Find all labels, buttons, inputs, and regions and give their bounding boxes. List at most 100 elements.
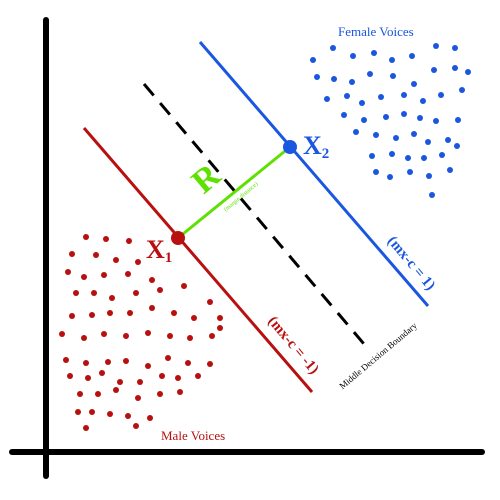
female-voice-point: [341, 112, 347, 118]
male-voice-point: [81, 274, 87, 280]
plus-boundary-line: [198, 41, 430, 307]
female-voice-point: [420, 98, 426, 104]
male-voice-point: [73, 290, 79, 296]
male-voice-point: [123, 358, 129, 364]
male-voice-point: [75, 409, 81, 415]
male-voice-point: [69, 313, 75, 319]
male-voice-point: [125, 413, 131, 419]
x1-support-vector: [171, 231, 185, 245]
female-voice-point: [378, 94, 384, 100]
female-voice-point: [425, 139, 431, 145]
female-voice-point: [330, 45, 336, 51]
male-points: [59, 234, 223, 431]
female-voice-point: [433, 43, 439, 49]
male-voice-point: [177, 389, 183, 395]
male-voice-point: [59, 331, 65, 337]
female-voice-point: [433, 118, 439, 124]
male-voice-point: [127, 310, 133, 316]
male-voice-point: [209, 333, 215, 339]
margin-line: [177, 145, 291, 240]
male-voice-point: [95, 391, 101, 397]
male-voice-point: [77, 391, 83, 397]
male-voice-point: [187, 335, 193, 341]
female-voice-point: [411, 81, 417, 87]
female-voice-point: [459, 87, 465, 93]
male-voice-point: [133, 423, 139, 429]
female-voices-label: Female Voices: [338, 24, 414, 39]
female-voice-point: [390, 73, 396, 79]
male-voice-point: [185, 360, 191, 366]
female-voice-point: [426, 173, 432, 179]
female-voice-point: [465, 69, 471, 75]
female-voice-point: [389, 57, 395, 63]
male-voice-point: [101, 331, 107, 337]
female-voice-point: [344, 93, 350, 99]
male-voice-point: [181, 283, 187, 289]
male-voice-point: [117, 379, 123, 385]
female-voice-point: [314, 74, 320, 80]
female-voice-point: [431, 67, 437, 73]
male-voice-point: [107, 411, 113, 417]
male-voice-point: [125, 271, 131, 277]
male-voice-point: [165, 355, 171, 361]
male-voice-point: [149, 277, 155, 283]
male-voice-point: [145, 363, 151, 369]
x2-label: X2: [303, 131, 329, 162]
male-voice-point: [99, 370, 105, 376]
male-voice-point: [101, 272, 107, 278]
female-voice-point: [359, 100, 365, 106]
male-voice-point: [123, 333, 129, 339]
male-voice-point: [109, 295, 115, 301]
male-voice-point: [126, 238, 132, 244]
male-voice-point: [107, 310, 113, 316]
female-voice-point: [454, 143, 460, 149]
female-voice-point: [367, 71, 373, 77]
female-voice-point: [421, 155, 427, 161]
male-voice-point: [159, 373, 165, 379]
male-voice-point: [135, 395, 141, 401]
male-voice-point: [167, 333, 173, 339]
female-voice-point: [409, 53, 415, 59]
middle-boundary-line: [142, 83, 366, 345]
female-voice-point: [401, 92, 407, 98]
female-voice-point: [324, 96, 330, 102]
female-voice-point: [389, 151, 395, 157]
male-voice-point: [157, 287, 163, 293]
female-voice-point: [401, 111, 407, 117]
male-voice-point: [105, 359, 111, 365]
male-voice-point: [191, 315, 197, 321]
male-voice-point: [81, 335, 87, 341]
male-voice-point: [207, 299, 213, 305]
female-voice-point: [429, 192, 435, 198]
female-voice-point: [447, 167, 453, 173]
female-voice-point: [393, 135, 399, 141]
x1-label: X1: [146, 235, 172, 266]
female-voice-point: [349, 79, 355, 85]
female-voice-point: [387, 174, 393, 180]
male-voice-point: [89, 409, 95, 415]
male-voice-point: [91, 290, 97, 296]
male-voice-point: [63, 357, 69, 363]
male-voice-point: [207, 361, 213, 367]
male-voice-point: [217, 315, 223, 321]
male-voice-point: [145, 330, 151, 336]
female-voice-point: [331, 76, 337, 82]
female-voice-point: [452, 45, 458, 51]
female-voice-point: [438, 92, 444, 98]
male-voice-point: [83, 234, 89, 240]
female-voice-point: [417, 115, 423, 121]
male-voice-point: [103, 236, 109, 242]
male-voice-point: [217, 325, 223, 331]
male-voice-point: [65, 269, 71, 275]
female-voice-point: [439, 152, 445, 158]
female-voice-point: [373, 169, 379, 175]
male-voice-point: [149, 305, 155, 311]
middle-boundary-label: Middle Decision Boundary: [337, 320, 419, 391]
male-voice-point: [135, 259, 141, 265]
male-voice-point: [175, 375, 181, 381]
female-voice-point: [455, 117, 461, 123]
male-voice-point: [89, 312, 95, 318]
x2-support-vector: [283, 140, 297, 154]
female-points: [310, 43, 471, 198]
